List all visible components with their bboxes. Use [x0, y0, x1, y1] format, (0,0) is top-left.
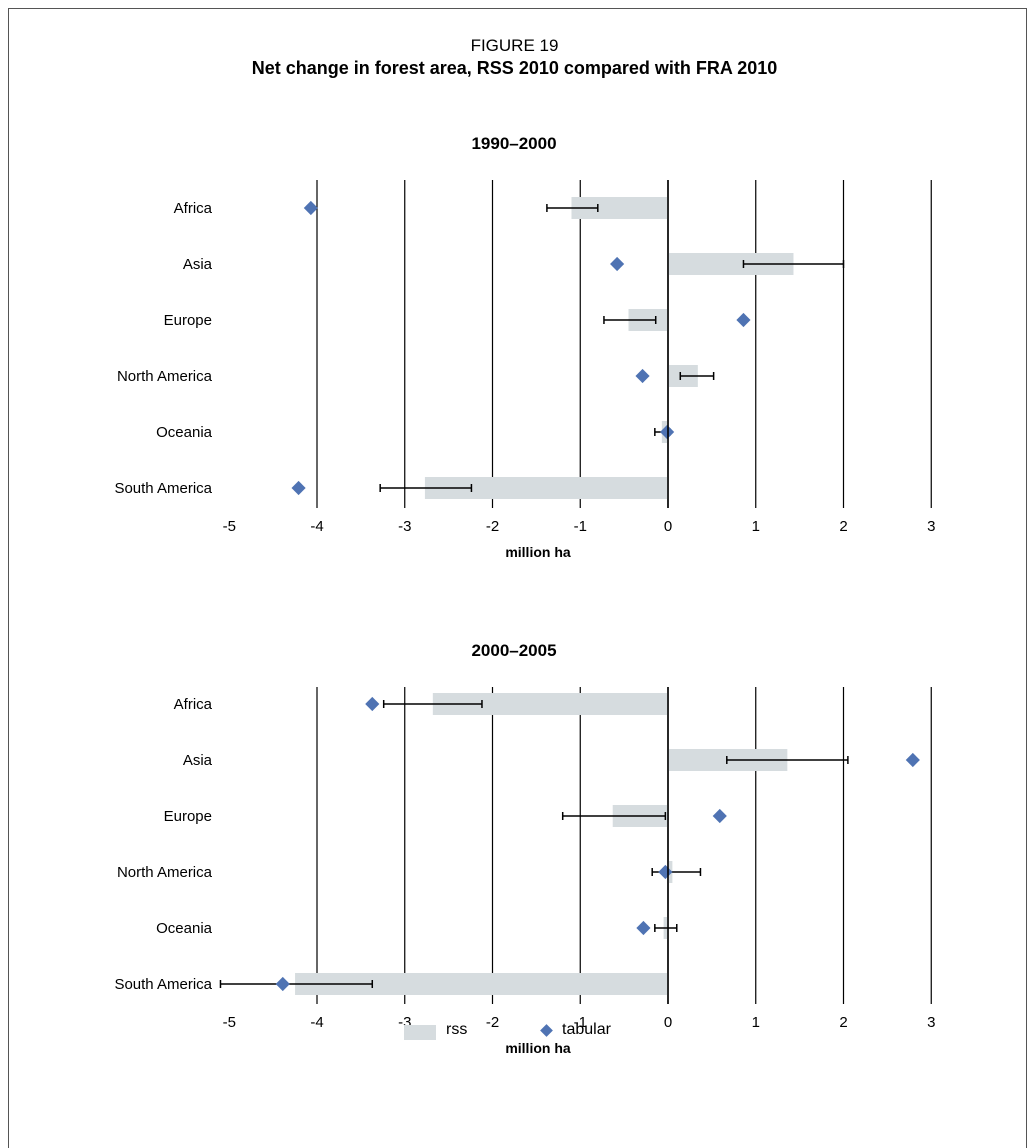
tabular-marker [636, 920, 651, 936]
tabular-marker [635, 368, 650, 384]
x-tick-label: -2 [486, 1014, 499, 1031]
category-label: South America [114, 480, 212, 497]
x-tick-label: 2 [839, 518, 847, 535]
panel-title: 1990–2000 [471, 134, 556, 153]
category-label: Europe [164, 312, 212, 329]
category-label: South America [114, 976, 212, 993]
category-label: Europe [164, 808, 212, 825]
category-label: Oceania [156, 920, 213, 937]
rss-bar [668, 253, 794, 275]
x-tick-label: -5 [223, 518, 236, 535]
x-tick-label: -5 [223, 1014, 236, 1031]
rss-bar [571, 197, 668, 219]
tabular-marker [658, 864, 673, 880]
tabular-marker [905, 752, 920, 768]
chart-panel-1: 1990–2000 -5 -4 -3 -2 -1 0 1 2 3 million ha Africa A… [114, 134, 935, 560]
x-tick-label: 0 [664, 1014, 672, 1031]
x-tick-label: -3 [398, 518, 411, 535]
legend-tabular-label: tabular [562, 1021, 611, 1038]
legend-tabular-diamond-icon [540, 1024, 553, 1037]
x-tick-label: -4 [310, 1014, 323, 1031]
x-tick-label: -1 [574, 1014, 587, 1031]
category-label: Oceania [156, 424, 213, 441]
x-tick-label: -2 [486, 518, 499, 535]
tabular-marker [660, 424, 675, 440]
category-label: Asia [183, 752, 213, 769]
tabular-marker [610, 256, 625, 272]
panel-title: 2000–2005 [471, 641, 556, 660]
x-tick-label: 1 [752, 1014, 760, 1031]
category-label: Asia [183, 256, 213, 273]
rss-bar [295, 973, 668, 995]
x-tick-label: -4 [310, 518, 323, 535]
tabular-marker [303, 200, 318, 216]
x-tick-label: 2 [839, 1014, 847, 1031]
tabular-marker [291, 480, 306, 496]
tabular-marker [365, 696, 380, 712]
x-tick-label: -1 [574, 518, 587, 535]
tabular-marker [712, 808, 727, 824]
x-tick-label: 3 [927, 1014, 935, 1031]
category-label: North America [117, 864, 213, 881]
category-label: Africa [174, 696, 213, 713]
figure-frame [8, 8, 1027, 1148]
x-axis-label: million ha [505, 544, 571, 560]
category-label: North America [117, 368, 213, 385]
legend-rss-swatch [404, 1025, 436, 1040]
tabular-marker [736, 312, 751, 328]
x-axis-label: million ha [505, 1040, 571, 1056]
figure-title: Net change in forest area, RSS 2010 comp… [251, 58, 778, 78]
rss-bar [424, 477, 668, 499]
x-tick-label: 0 [664, 518, 672, 535]
category-label: Africa [174, 200, 213, 217]
legend: rss tabular [0, 1020, 1029, 1044]
figure-label: FIGURE 19 [470, 36, 559, 55]
tabular-marker [275, 976, 290, 992]
x-tick-label: 1 [752, 518, 760, 535]
x-tick-label: 3 [927, 518, 935, 535]
legend-rss-label: rss [446, 1021, 468, 1038]
rss-bar [432, 693, 668, 715]
